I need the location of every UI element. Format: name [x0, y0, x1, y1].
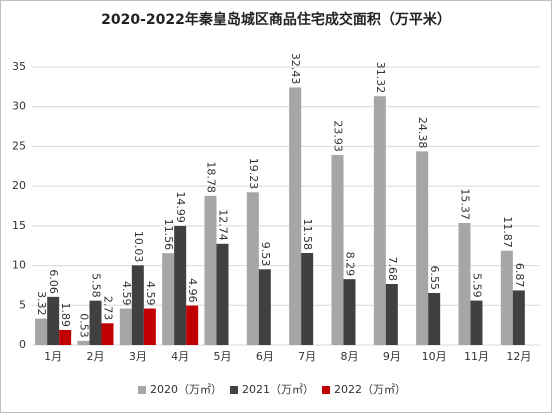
data-label: 6.87 — [513, 263, 526, 288]
bar — [500, 250, 513, 345]
x-tick-label: 3月 — [129, 350, 147, 363]
bar — [258, 269, 271, 345]
data-label: 1.89 — [59, 302, 72, 327]
data-label: 7.68 — [386, 256, 399, 281]
data-label: 3.32 — [35, 291, 48, 316]
y-tick-label: 5 — [19, 298, 26, 311]
x-tick-label: 8月 — [341, 350, 359, 363]
x-tick-label: 7月 — [298, 350, 316, 363]
bar — [35, 318, 48, 345]
y-tick-label: 15 — [12, 219, 26, 232]
x-tick-label: 1月 — [44, 350, 62, 363]
bar — [289, 87, 302, 345]
bar — [512, 290, 525, 345]
bar — [162, 253, 175, 345]
bar — [119, 308, 132, 345]
data-label: 12.74 — [217, 209, 230, 241]
chart-title: 2020-2022年秦皇岛城区商品住宅成交面积（万平米） — [101, 11, 451, 28]
data-label: 24.38 — [416, 117, 429, 149]
data-label: 19.23 — [247, 158, 260, 190]
y-tick-label: 0 — [19, 338, 26, 351]
data-label: 11.56 — [162, 219, 175, 251]
x-tick-label: 9月 — [383, 350, 401, 363]
bar — [216, 243, 229, 345]
x-tick-label: 2月 — [87, 350, 105, 363]
data-label: 4.59 — [144, 281, 157, 306]
x-tick-label: 6月 — [256, 350, 274, 363]
bar — [428, 292, 441, 345]
bar — [331, 154, 344, 345]
bar — [246, 192, 259, 345]
data-label: 18.78 — [205, 161, 218, 193]
bar — [77, 340, 90, 345]
bar — [174, 225, 187, 345]
bar — [301, 253, 314, 345]
data-label: 14.99 — [174, 191, 187, 223]
data-label: 23.93 — [332, 120, 345, 152]
bar — [131, 265, 144, 345]
data-label: 6.06 — [47, 269, 60, 294]
data-label: 4.59 — [120, 281, 133, 306]
bar — [458, 222, 471, 345]
bar — [143, 308, 156, 345]
legend-label: 2021（万㎡） — [242, 383, 314, 396]
data-label: 11.87 — [501, 216, 514, 248]
legend-swatch — [230, 386, 238, 394]
data-label: 5.59 — [471, 273, 484, 298]
legend-label: 2022（万㎡） — [334, 383, 406, 396]
bar — [416, 151, 429, 345]
legend-swatch — [322, 386, 330, 394]
bar — [385, 283, 398, 345]
x-tick-label: 12月 — [506, 350, 531, 363]
bar — [186, 305, 199, 345]
bar — [101, 323, 114, 345]
bar — [204, 195, 217, 345]
data-label: 5.58 — [90, 273, 103, 298]
x-tick-label: 11月 — [464, 350, 489, 363]
data-label: 2.73 — [102, 296, 115, 321]
bar — [373, 96, 386, 346]
x-tick-label: 10月 — [422, 350, 447, 363]
bar — [470, 300, 483, 345]
bar — [59, 329, 72, 345]
data-label: 6.55 — [428, 265, 441, 290]
bar — [47, 296, 60, 345]
y-tick-label: 30 — [12, 100, 26, 113]
x-tick-label: 4月 — [171, 350, 189, 363]
legend-swatch — [138, 386, 146, 394]
y-tick-label: 10 — [12, 259, 26, 272]
bar — [343, 279, 356, 345]
y-tick-label: 20 — [12, 179, 26, 192]
data-label: 9.53 — [259, 242, 272, 267]
x-tick-label: 5月 — [214, 350, 232, 363]
bar — [89, 300, 102, 345]
data-label: 4.96 — [186, 278, 199, 303]
legend-label: 2020（万㎡） — [150, 383, 222, 396]
y-tick-label: 35 — [12, 60, 26, 73]
data-label: 10.03 — [132, 231, 145, 263]
data-label: 15.37 — [459, 188, 472, 220]
data-label: 11.58 — [301, 219, 314, 251]
data-label: 8.29 — [344, 252, 357, 277]
data-label: 0.53 — [78, 313, 91, 338]
y-tick-label: 25 — [12, 139, 26, 152]
data-label: 31.32 — [374, 62, 387, 94]
data-label: 32.43 — [289, 53, 302, 85]
